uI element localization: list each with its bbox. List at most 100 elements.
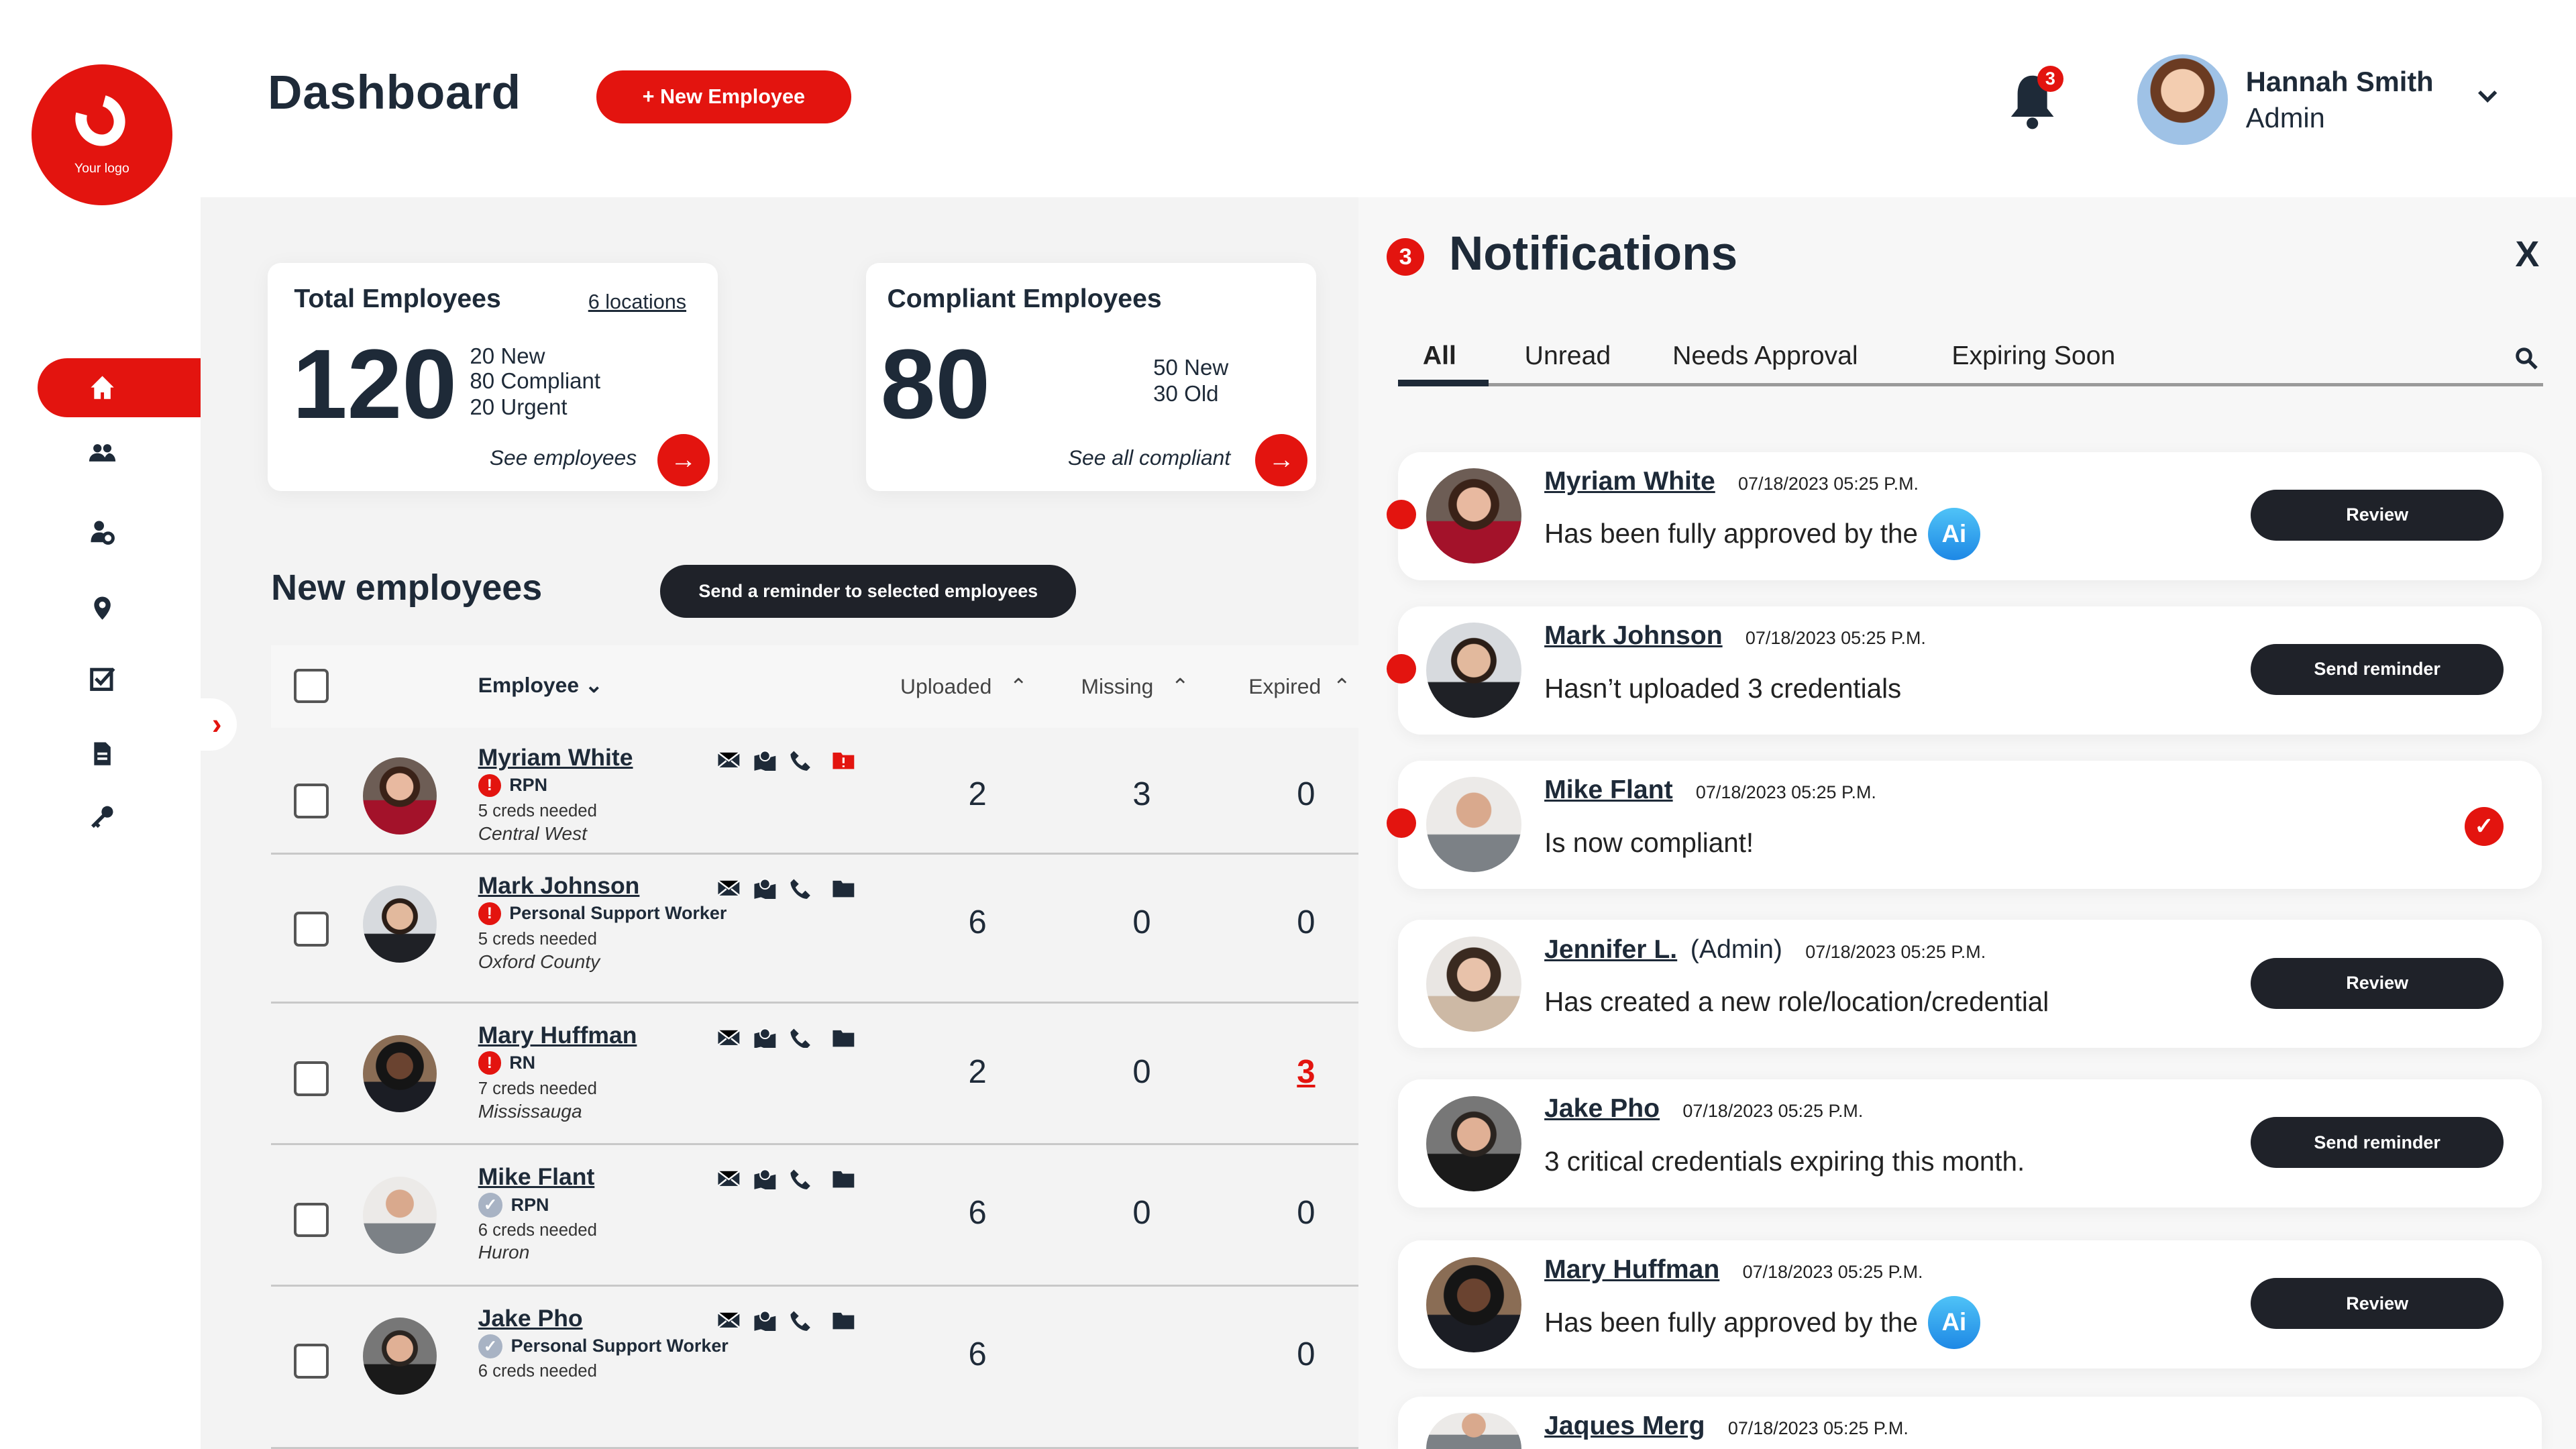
column-employee[interactable]: Employee ⌄ (478, 672, 603, 698)
arrow-right-icon[interactable]: → (657, 433, 710, 486)
send-reminder-selected-button[interactable]: Send a reminder to selected employees (660, 565, 1077, 618)
employee-name-link[interactable]: Mike Flant (478, 1163, 595, 1190)
sidebar-item-documents[interactable] (38, 724, 200, 784)
sidebar-item-home[interactable] (38, 358, 201, 418)
chevron-down-icon[interactable] (2476, 89, 2499, 105)
mail-icon[interactable] (716, 1309, 741, 1331)
column-uploaded[interactable]: Uploaded ⌃ (900, 674, 1027, 699)
mail-icon[interactable] (716, 749, 741, 771)
notification-item[interactable] (1398, 1396, 2542, 1449)
notifications-button[interactable]: 3 (2004, 65, 2063, 135)
notification-name-link[interactable]: Jake Pho (1544, 1094, 1660, 1123)
phone-icon[interactable] (789, 877, 814, 899)
folder-icon[interactable] (831, 1168, 856, 1189)
phone-icon[interactable] (789, 749, 814, 771)
notification-item[interactable] (1398, 760, 2542, 889)
table-row (271, 1004, 1359, 1145)
review-button[interactable]: Review (2251, 957, 2504, 1009)
mail-icon[interactable] (716, 1027, 741, 1049)
review-button[interactable]: Review (2251, 489, 2504, 541)
section-title: New employees (271, 567, 543, 608)
sidebar-item-roles[interactable] (38, 502, 200, 561)
mail-icon[interactable] (716, 877, 741, 899)
notification-name-link[interactable]: Jaques Merg (1544, 1411, 1705, 1440)
tab-all[interactable]: All (1422, 341, 1456, 371)
row-checkbox[interactable] (294, 1061, 329, 1096)
search-icon[interactable] (2515, 347, 2538, 370)
tab-unread[interactable]: Unread (1524, 341, 1611, 371)
employee-role: ! Personal Support Worker (478, 902, 727, 925)
chevron-right-icon: › (211, 707, 222, 741)
folder-icon[interactable] (831, 1309, 856, 1331)
unread-indicator (1386, 808, 1417, 838)
map-icon[interactable] (753, 749, 777, 771)
expand-sidebar-button[interactable]: › (197, 698, 237, 751)
employee-name-link[interactable]: Myriam White (478, 744, 633, 771)
locations-link[interactable]: 6 locations (588, 290, 687, 314)
folder-icon[interactable] (831, 877, 856, 899)
employee-name-link[interactable]: Mark Johnson (478, 872, 640, 900)
role-label: RN (509, 1053, 536, 1073)
notification-name-link[interactable]: Jennifer L. (1544, 934, 1678, 964)
row-actions (716, 1168, 856, 1190)
phone-icon[interactable] (789, 1309, 814, 1331)
page-title: Dashboard (268, 66, 521, 119)
sort-asc-icon: ⌃ (1332, 674, 1351, 699)
expired-count[interactable]: 3 (1297, 1053, 1316, 1090)
missing-count: 3 (1132, 775, 1151, 812)
tab-needs-approval[interactable]: Needs Approval (1672, 341, 1858, 371)
tab-expiring-soon[interactable]: Expiring Soon (1951, 341, 2116, 371)
row-checkbox[interactable] (294, 1202, 329, 1238)
sidebar: Your logo (0, 0, 201, 1449)
notifications-title: Notifications (1449, 227, 1738, 280)
new-employee-button[interactable]: + New Employee (596, 70, 851, 123)
map-icon[interactable] (753, 877, 777, 899)
column-missing[interactable]: Missing ⌃ (1081, 674, 1189, 699)
phone-icon[interactable] (789, 1168, 814, 1190)
expired-count: 0 (1297, 775, 1316, 812)
send-reminder-button[interactable]: Send reminder (2251, 644, 2504, 695)
role-label: RPN (509, 775, 548, 796)
logo-text: Your logo (74, 160, 129, 176)
logo[interactable]: Your logo (31, 64, 173, 206)
sidebar-item-locations[interactable] (38, 578, 200, 637)
map-icon[interactable] (753, 1027, 777, 1049)
table-row (271, 1287, 1359, 1449)
sidebar-item-users[interactable] (38, 424, 200, 483)
map-icon[interactable] (753, 1309, 777, 1331)
row-checkbox[interactable] (294, 912, 329, 947)
employee-name-link[interactable]: Mary Huffman (478, 1022, 637, 1049)
user-avatar[interactable] (2137, 54, 2228, 145)
notifications-count-badge: 3 (1386, 238, 1425, 276)
employee-name-link[interactable]: Jake Pho (478, 1304, 583, 1332)
folder-alert-icon[interactable] (831, 749, 856, 771)
compliant-check-icon: ✓ (2464, 806, 2504, 847)
sidebar-item-compliance[interactable] (38, 649, 200, 708)
column-expired[interactable]: Expired ⌃ (1248, 674, 1350, 699)
notification-header: Jake Pho 07/18/2023 05:25 P.M. (1544, 1094, 1863, 1124)
uploaded-count: 6 (968, 904, 987, 941)
mail-icon[interactable] (716, 1168, 741, 1189)
folder-icon[interactable] (831, 1027, 856, 1049)
send-reminder-button[interactable]: Send reminder (2251, 1117, 2504, 1169)
alert-icon: ! (478, 773, 501, 797)
arrow-right-icon[interactable]: → (1255, 433, 1308, 486)
notification-name-link[interactable]: Mike Flant (1544, 775, 1673, 804)
notification-date: 07/18/2023 05:25 P.M. (1742, 1262, 1923, 1282)
row-actions (716, 749, 856, 771)
phone-icon[interactable] (789, 1027, 814, 1049)
employee-role: ! RPN (478, 773, 548, 797)
sidebar-item-access[interactable] (38, 787, 200, 846)
row-checkbox[interactable] (294, 784, 329, 818)
notification-name-link[interactable]: Mary Huffman (1544, 1255, 1720, 1284)
close-panel-button[interactable]: X (2515, 233, 2540, 274)
select-all-checkbox[interactable] (294, 668, 329, 704)
notification-name-link[interactable]: Myriam White (1544, 466, 1715, 496)
see-all-compliant-link[interactable]: See all compliant (1067, 445, 1231, 470)
row-checkbox[interactable] (294, 1344, 329, 1379)
map-icon[interactable] (753, 1168, 777, 1190)
notification-name-link[interactable]: Mark Johnson (1544, 621, 1723, 650)
review-button[interactable]: Review (2251, 1278, 2504, 1330)
see-employees-link[interactable]: See employees (489, 445, 637, 470)
